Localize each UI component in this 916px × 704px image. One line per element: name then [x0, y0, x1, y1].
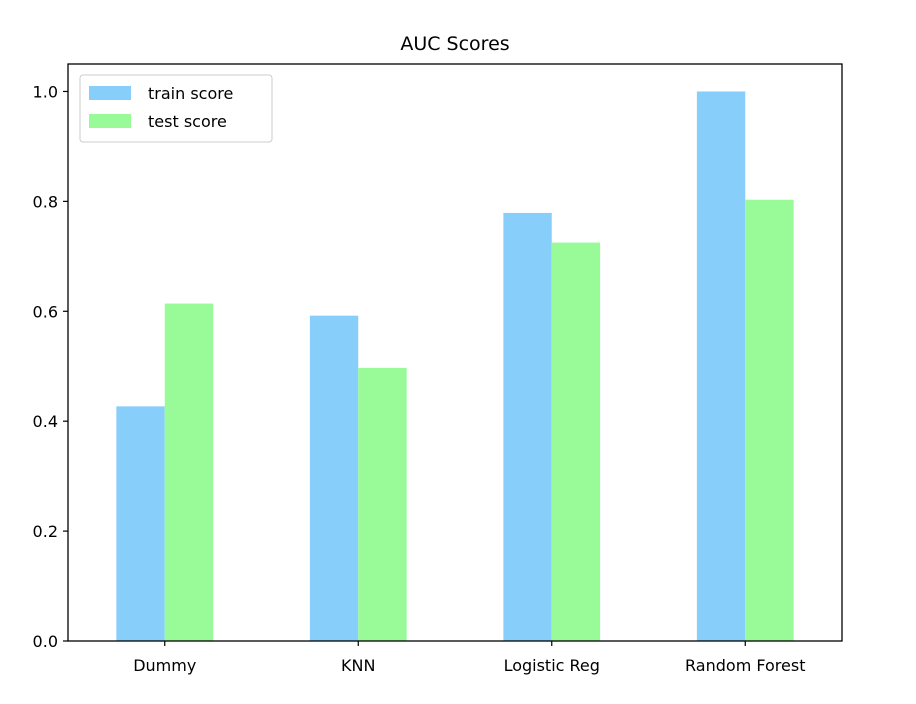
legend-label-train-score: train score — [148, 84, 233, 103]
legend-swatch-train-score — [89, 86, 131, 100]
y-tick-label: 1.0 — [33, 82, 58, 101]
bar-train-score-random-forest — [696, 91, 746, 641]
bars-group — [116, 91, 794, 642]
legend-label-test-score: test score — [148, 112, 227, 131]
y-axis: 0.0 0.2 0.4 0.6 0.8 1.0 — [33, 82, 68, 651]
x-tick-label: Random Forest — [685, 656, 805, 675]
bar-train-score-logistic-reg — [503, 212, 552, 641]
bar-test-score-knn — [358, 367, 407, 641]
x-tick-label: KNN — [341, 656, 375, 675]
plot-area-frame — [67, 63, 843, 642]
chart-title: AUC Scores — [400, 33, 509, 55]
y-tick-label: 0.4 — [33, 412, 58, 431]
bar-test-score-random-forest — [745, 199, 794, 642]
legend-swatch-test-score — [89, 114, 131, 128]
x-tick-label: Dummy — [133, 656, 196, 675]
bar-test-score-dummy — [164, 303, 214, 641]
bar-test-score-logistic-reg — [551, 242, 601, 641]
legend: train score test score — [79, 74, 273, 143]
bar-train-score-dummy — [116, 406, 165, 641]
y-tick-label: 0.2 — [33, 522, 58, 541]
x-tick-label: Logistic Reg — [504, 656, 600, 675]
y-tick-label: 0.0 — [33, 632, 58, 651]
y-tick-label: 0.8 — [33, 192, 58, 211]
y-tick-label: 0.6 — [33, 302, 58, 321]
bar-train-score-knn — [309, 315, 359, 641]
x-axis: Dummy KNN Logistic Reg Random Forest — [133, 641, 805, 675]
